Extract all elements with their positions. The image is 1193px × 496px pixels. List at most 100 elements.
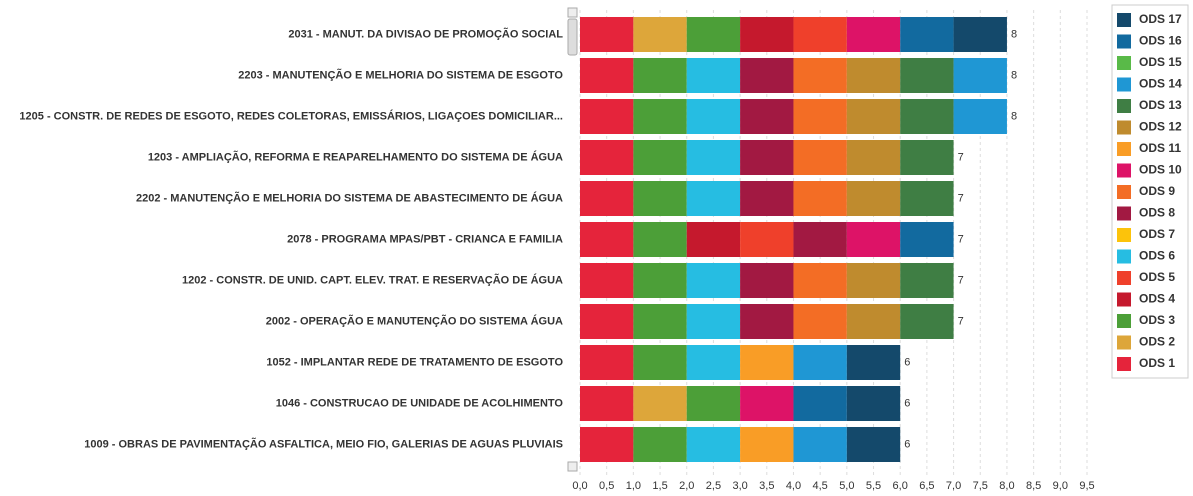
total-label: 6 (904, 397, 910, 409)
bar-segment (580, 304, 634, 339)
bar-segment (633, 263, 687, 298)
x-tick-label: 6,5 (919, 480, 934, 491)
bar-segment (793, 17, 847, 52)
bar-segment (846, 263, 901, 298)
legend-label: ODS 2 (1139, 335, 1175, 349)
x-tick-label: 9,5 (1079, 480, 1094, 491)
total-label: 7 (958, 233, 964, 245)
legend-swatch (1117, 357, 1131, 371)
bar-segment (846, 304, 901, 339)
x-tick-label: 4,0 (786, 480, 801, 491)
x-tick-label: 8,5 (1026, 480, 1041, 491)
legend-label: ODS 8 (1139, 206, 1175, 220)
total-label: 8 (1011, 69, 1017, 81)
bar-segment (740, 304, 794, 339)
bar-segment (580, 140, 634, 175)
total-label: 6 (904, 356, 910, 368)
bar-segment (633, 386, 687, 421)
legend-label: ODS 15 (1139, 55, 1182, 69)
bar-segment (953, 17, 1007, 52)
category-label: 2202 - MANUTENÇÃO E MELHORIA DO SISTEMA … (136, 191, 563, 204)
legend-swatch (1117, 206, 1131, 221)
bar-segment (846, 386, 901, 421)
bar-segment (793, 222, 847, 257)
bar-segment (686, 263, 741, 298)
bar-segment (846, 222, 901, 257)
bar-segment (686, 427, 741, 462)
legend-label: ODS 7 (1139, 227, 1175, 241)
bar-segment (846, 427, 901, 462)
x-tick-label: 6,0 (893, 480, 908, 491)
bar-segment (633, 222, 687, 257)
bar-segment (846, 99, 901, 134)
bar-segment (900, 222, 954, 257)
bar-segment (580, 17, 634, 52)
category-label: 2078 - PROGRAMA MPAS/PBT - CRIANCA E FAM… (287, 233, 563, 245)
bar-segment (686, 99, 741, 134)
x-tick-label: 2,5 (706, 480, 721, 491)
scroll-thumb[interactable] (567, 18, 578, 56)
category-label: 1203 - AMPLIAÇÃO, REFORMA E REAPARELHAME… (148, 150, 563, 163)
scrollbar[interactable] (567, 7, 578, 472)
total-label: 7 (958, 315, 964, 327)
x-tick-label: 3,5 (759, 480, 774, 491)
bar-segment (793, 181, 847, 216)
legend-swatch (1117, 99, 1131, 113)
x-tick-label: 7,0 (946, 480, 961, 491)
legend-label: ODS 3 (1139, 313, 1175, 327)
legend-label: ODS 5 (1139, 270, 1175, 284)
category-label: 1202 - CONSTR. DE UNID. CAPT. ELEV. TRAT… (182, 273, 563, 286)
legend-swatch (1117, 120, 1131, 135)
bar-segment (793, 386, 847, 421)
bar-segment (740, 58, 794, 93)
bar-segment (580, 181, 634, 216)
category-label: 1052 - IMPLANTAR REDE DE TRATAMENTO DE E… (266, 356, 563, 368)
x-tick-label: 1,0 (626, 480, 641, 491)
legend-swatch (1117, 228, 1131, 242)
legend-swatch (1117, 185, 1131, 199)
bar-segment (953, 58, 1007, 93)
category-label: 2031 - MANUT. DA DIVISAO DE PROMOÇÃO SOC… (288, 27, 563, 40)
bar-segment (740, 99, 794, 134)
bar-segment (686, 58, 741, 93)
total-label: 8 (1011, 28, 1017, 40)
x-tick-label: 4,5 (813, 480, 828, 491)
bar-segment (740, 386, 794, 421)
category-label: 1205 - CONSTR. DE REDES DE ESGOTO, REDES… (19, 109, 563, 122)
legend-swatch (1117, 13, 1131, 27)
x-tick-label: 5,5 (866, 480, 881, 491)
bar-segment (740, 427, 794, 462)
x-tick-label: 7,5 (973, 480, 988, 491)
bar-segment (793, 345, 847, 380)
bar-segment (686, 140, 741, 175)
bar-segment (900, 263, 954, 298)
legend-swatch (1117, 56, 1131, 70)
bar-segment (633, 181, 687, 216)
legend-swatch (1117, 335, 1131, 350)
legend-label: ODS 12 (1139, 120, 1182, 134)
legend-label: ODS 1 (1139, 356, 1175, 370)
bar-segment (793, 99, 847, 134)
bar-segment (633, 140, 687, 175)
bar-segment (580, 58, 634, 93)
x-tick-label: 0,5 (599, 480, 614, 491)
x-tick-label: 8,0 (999, 480, 1014, 491)
legend-label: ODS 9 (1139, 184, 1175, 198)
legend-label: ODS 16 (1139, 34, 1182, 48)
x-tick-label: 3,0 (732, 480, 747, 491)
category-label: 2002 - OPERAÇÃO E MANUTENÇÃO DO SISTEMA … (266, 314, 563, 327)
scroll-up[interactable] (567, 7, 578, 18)
x-tick-label: 2,0 (679, 480, 694, 491)
total-label: 6 (904, 438, 910, 450)
legend-swatch (1117, 314, 1131, 328)
total-label: 7 (958, 151, 964, 163)
scroll-down[interactable] (567, 461, 578, 472)
bar-segment (686, 181, 741, 216)
category-label: 1046 - CONSTRUCAO DE UNIDADE DE ACOLHIME… (276, 397, 564, 409)
total-label: 7 (958, 192, 964, 204)
bar-segment (580, 427, 634, 462)
x-tick-label: 1,5 (652, 480, 667, 491)
bar-segment (900, 99, 954, 134)
bar-segment (633, 58, 687, 93)
